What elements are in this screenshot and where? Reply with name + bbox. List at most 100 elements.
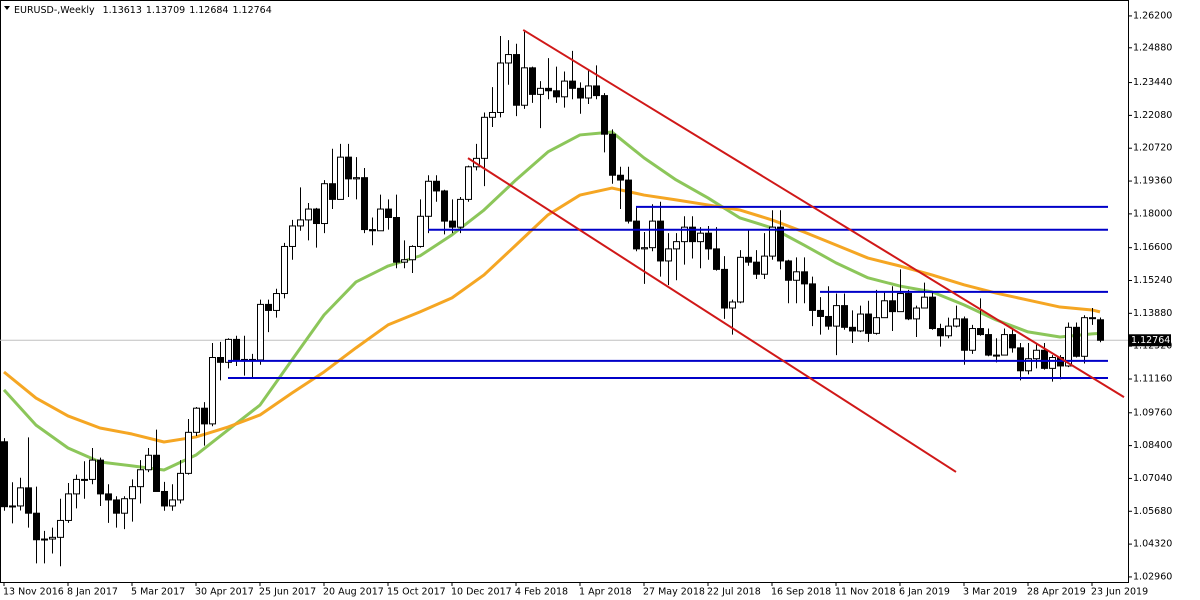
x-tick-label: 1 Apr 2018	[579, 587, 632, 598]
candle-body	[1073, 326, 1080, 357]
candle-body	[1017, 347, 1024, 372]
candle-body	[681, 226, 688, 243]
y-tick-label: 1.18000	[1133, 208, 1172, 219]
y-tick-label: 1.02960	[1133, 571, 1172, 582]
x-tick-label: 13 Nov 2016	[3, 587, 64, 598]
y-tick-label: 1.22080	[1133, 110, 1172, 121]
x-tick-label: 11 Nov 2018	[835, 587, 896, 598]
x-tick-label: 10 Dec 2017	[451, 587, 512, 598]
x-tick-label: 5 Mar 2017	[131, 587, 185, 598]
candle-body	[857, 313, 864, 332]
y-tick-label: 1.08400	[1133, 440, 1172, 451]
header-open: 1.13613	[103, 5, 142, 16]
candle-body	[609, 133, 616, 176]
candle-body	[905, 293, 912, 320]
candle-body	[721, 268, 728, 309]
candle-body	[489, 111, 496, 118]
candle-body	[217, 357, 224, 363]
candle-body	[185, 431, 192, 474]
candle-body	[841, 305, 848, 328]
y-tick-label: 1.13880	[1133, 308, 1172, 319]
candle-body	[873, 317, 880, 334]
candle-body	[41, 538, 48, 541]
x-tick-label: 15 Oct 2017	[387, 587, 446, 598]
y-tick-label: 1.26200	[1133, 10, 1172, 21]
candle-body	[889, 300, 896, 313]
chart-header: EURUSD-,Weekly 1.13613 1.13709 1.12684 1.127…	[14, 5, 272, 16]
candle-body	[81, 478, 88, 481]
candle-body	[665, 248, 672, 262]
candle-body	[769, 226, 776, 257]
candle-body	[553, 90, 560, 98]
candle-body	[817, 309, 824, 317]
candle-body	[481, 116, 488, 159]
candle-body	[321, 183, 328, 225]
candle-body	[657, 220, 664, 262]
candle-body	[225, 338, 232, 363]
candle-body	[569, 80, 576, 89]
candle-body	[921, 296, 928, 309]
candle-body	[417, 215, 424, 247]
candle-body	[545, 87, 552, 92]
y-tick-label: 1.20720	[1133, 143, 1172, 154]
candle-body	[993, 354, 1000, 357]
x-tick-label: 3 Mar 2019	[963, 587, 1017, 598]
candle-body	[1089, 317, 1096, 320]
candle-body	[137, 469, 144, 488]
x-tick-label: 6 Jan 2019	[899, 587, 950, 598]
y-tick-label: 1.11160	[1133, 373, 1172, 384]
candle-body	[313, 208, 320, 225]
candle-body	[49, 536, 56, 540]
candle-body	[305, 208, 312, 221]
candle-body	[777, 226, 784, 262]
candle-body	[361, 177, 368, 231]
candle-body	[809, 283, 816, 311]
chart-title: EURUSD-,Weekly	[14, 5, 95, 16]
candle-body	[337, 156, 344, 200]
candle-body	[913, 307, 920, 320]
candle-body	[169, 499, 176, 507]
trendline	[467, 157, 957, 473]
header-high: 1.13709	[146, 5, 185, 16]
candle-body	[177, 472, 184, 501]
x-tick-label: 25 Jun 2017	[259, 587, 316, 598]
candle-body	[441, 190, 448, 222]
candle-body	[89, 459, 96, 480]
candle-body	[961, 318, 968, 351]
candle-body	[1033, 349, 1040, 360]
candle-body	[409, 245, 416, 261]
candle-body	[1009, 334, 1016, 349]
candle-body	[193, 407, 200, 433]
plot-area	[0, 29, 1128, 567]
header-close: 1.12764	[232, 5, 271, 16]
candle-body	[345, 156, 352, 180]
candle-body	[505, 54, 512, 64]
candle-body	[281, 245, 288, 295]
y-tick-label: 1.23440	[1133, 77, 1172, 88]
candle-body	[297, 219, 304, 227]
candle-body	[585, 85, 592, 99]
candle-body	[801, 271, 808, 285]
candle-body	[425, 180, 432, 217]
candle-body	[105, 493, 112, 501]
candle-body	[1025, 358, 1032, 372]
menu-triangle[interactable]	[4, 6, 10, 10]
x-tick-label: 22 Jul 2018	[707, 587, 761, 598]
candle-body	[929, 296, 936, 330]
candle-body	[289, 225, 296, 247]
candle-body	[705, 232, 712, 250]
y-tick-label: 1.09760	[1133, 407, 1172, 418]
candle-body	[273, 293, 280, 311]
candle-body	[209, 357, 216, 425]
candle-body	[977, 328, 984, 336]
candle-body	[233, 338, 240, 361]
candle-body	[713, 248, 720, 270]
trendline	[522, 29, 1125, 398]
candle-body	[521, 67, 528, 106]
candle-body	[793, 271, 800, 281]
candle-body	[833, 305, 840, 327]
candle-body	[121, 498, 128, 514]
candle-body	[753, 261, 760, 275]
candle-body	[737, 256, 744, 303]
y-tick-label: 1.15240	[1133, 275, 1172, 286]
